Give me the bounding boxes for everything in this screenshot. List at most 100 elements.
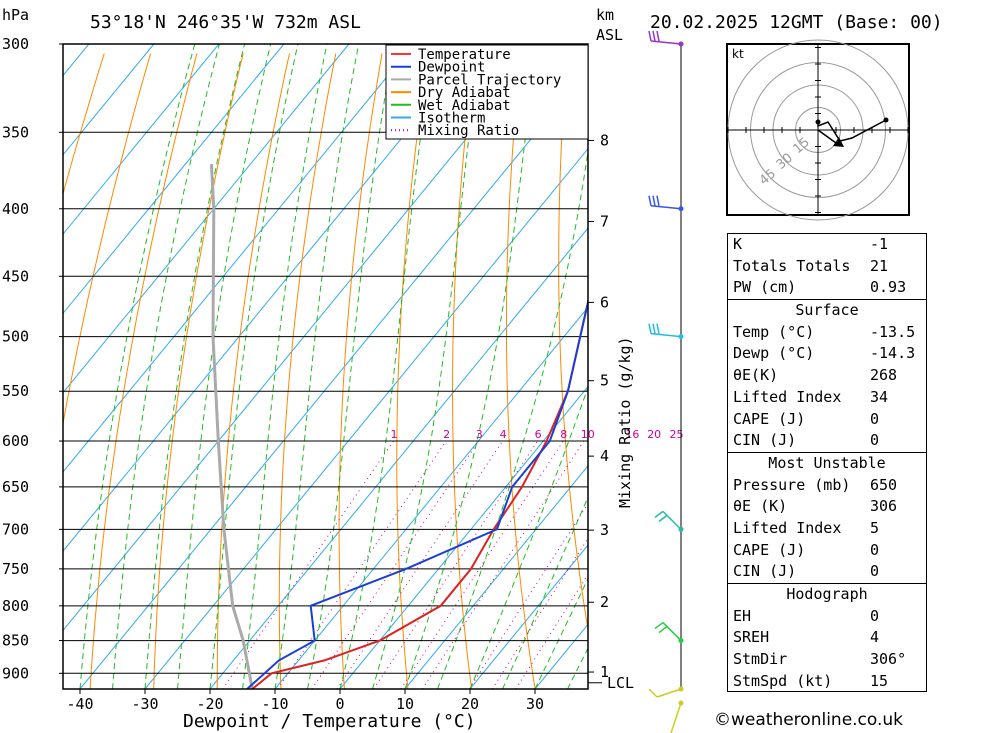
isotherm-line <box>144 147 588 689</box>
index-label: CIN (J) <box>733 431 797 450</box>
wet-adiabat-line <box>307 44 395 689</box>
index-label: K <box>733 235 743 253</box>
index-value: 0 <box>870 562 880 581</box>
wet-adiabat-line <box>372 44 482 689</box>
isotherm-line <box>63 44 155 156</box>
pressure-tick-label: 650 <box>2 478 29 496</box>
storm-motion-arrow <box>833 137 844 147</box>
index-label: StmSpd (kt) <box>733 671 833 690</box>
pressure-tick-label: 600 <box>2 432 29 450</box>
wind-barb <box>648 195 684 212</box>
index-row: K -1 <box>728 234 926 256</box>
wind-barb <box>648 30 684 47</box>
wet-adiabat-line <box>404 44 537 689</box>
index-value: 0 <box>870 606 880 625</box>
index-label: CIN (J) <box>733 562 797 581</box>
dry-adiabat-line <box>153 53 244 689</box>
mixing-ratio-label: 1 <box>391 428 398 441</box>
mixing-ratio-line <box>421 440 585 689</box>
legend-box <box>385 44 589 140</box>
mixing-ratio-label: 3 <box>476 428 483 441</box>
wet-adiabat-line <box>469 385 588 689</box>
parcel-trajectory-line <box>209 164 254 689</box>
index-row: CAPE (J) 0 <box>728 409 926 431</box>
wind-barb <box>648 323 684 340</box>
index-row: Temp (°C) -13.5 <box>728 322 926 344</box>
dry-adiabat-line <box>89 53 198 689</box>
index-label: PW (cm) <box>733 278 797 297</box>
mixing-ratio-line <box>373 440 539 689</box>
pressure-tick-label: 300 <box>2 35 29 53</box>
dry-adiabat-line <box>658 54 726 690</box>
wind-barbs <box>648 30 684 733</box>
mixing-ratio-line <box>336 440 504 689</box>
lcl-label: LCL <box>607 674 634 692</box>
index-label: Temp (°C) <box>733 322 815 341</box>
temperature-tick-label: 20 <box>461 695 479 713</box>
legend-entry: Parcel Trajectory <box>418 72 561 88</box>
wind-barb <box>654 510 684 532</box>
legend-entry: Mixing Ratio <box>418 123 519 139</box>
pressure-tick-label: 750 <box>2 560 29 578</box>
temperature-line <box>251 297 588 689</box>
index-label: θE(K) <box>733 366 779 385</box>
wet-adiabat-line <box>502 495 588 689</box>
mixing-ratio-line <box>277 440 447 689</box>
index-row: Lifted Index 34 <box>728 387 926 409</box>
hodograph-unit: kt <box>732 47 744 61</box>
indices-panel: K -1 Totals Totals 21 PW (cm) 0.93 Surface Te… <box>727 233 927 692</box>
pressure-tick-label: 450 <box>2 267 29 285</box>
legend-entry: Dewpoint <box>418 60 485 76</box>
index-label: CAPE (J) <box>733 540 806 559</box>
mixing-ratio-line <box>468 502 588 689</box>
dry-adiabat-line <box>558 53 588 633</box>
mixing-ratio-line <box>515 573 588 689</box>
wet-adiabat-line <box>79 44 196 689</box>
temperature-tick-label: 30 <box>526 695 544 713</box>
index-row: StmDir 306° <box>728 649 926 671</box>
index-label: θE (K) <box>733 497 788 516</box>
isotherm-line <box>339 385 588 689</box>
most-unstable-section: Most Unstable Pressure (mb) 650 θE (K) 306 L… <box>728 451 926 583</box>
index-row: EH 0 <box>728 606 926 628</box>
index-row: CIN (J) 0 <box>728 430 926 452</box>
km-label: km <box>596 6 614 24</box>
asl-label: ASL <box>596 26 623 44</box>
mixing-ratio-label: 20 <box>647 428 661 441</box>
temperature-tick-label: 0 <box>335 695 344 713</box>
index-value: 5 <box>870 518 880 537</box>
isotherm-line <box>404 465 588 689</box>
pressure-tick-label: 900 <box>2 664 29 682</box>
datetime-title: 20.02.2025 12GMT (Base: 00) <box>650 12 943 33</box>
axis-labels: 300350400450500550600650700750800850900-… <box>2 35 544 713</box>
surface-title: Surface <box>795 301 859 320</box>
km-tick-label: 4 <box>600 447 609 465</box>
temperature-tick-label: -10 <box>261 695 288 713</box>
copyright-link[interactable]: ©weatheronline.co.uk <box>714 710 904 730</box>
index-label: EH <box>733 606 752 625</box>
index-value: 0 <box>870 540 880 559</box>
index-row: SREH 4 <box>728 627 926 649</box>
km-tick-label: 1 <box>600 663 609 681</box>
storm-motion-vector <box>817 129 837 144</box>
index-value: 306 <box>870 497 898 516</box>
index-row: CAPE (J) 0 <box>728 540 926 562</box>
pressure-unit-label: hPa <box>2 6 29 24</box>
isotherm-line <box>209 227 588 689</box>
location-title: 53°18'N 246°35'W 732m ASL <box>90 12 361 33</box>
mixing-ratio-label: 2 <box>443 428 450 441</box>
km-tick-label: 2 <box>600 593 609 611</box>
legend-entry: Wet Adiabat <box>418 98 511 114</box>
index-label: Pressure (mb) <box>733 475 851 494</box>
index-label: Lifted Index <box>733 387 842 406</box>
index-row: Lifted Index 5 <box>728 518 926 540</box>
isotherm-line <box>63 44 415 473</box>
general-indices: K -1 Totals Totals 21 PW (cm) 0.93 <box>728 234 926 299</box>
hodograph-title: Hodograph <box>786 585 868 603</box>
mixing-ratio-line <box>222 440 394 689</box>
index-label: Lifted Index <box>733 518 842 537</box>
dry-adiabat-line <box>278 53 337 689</box>
index-label: Totals Totals <box>733 256 851 275</box>
